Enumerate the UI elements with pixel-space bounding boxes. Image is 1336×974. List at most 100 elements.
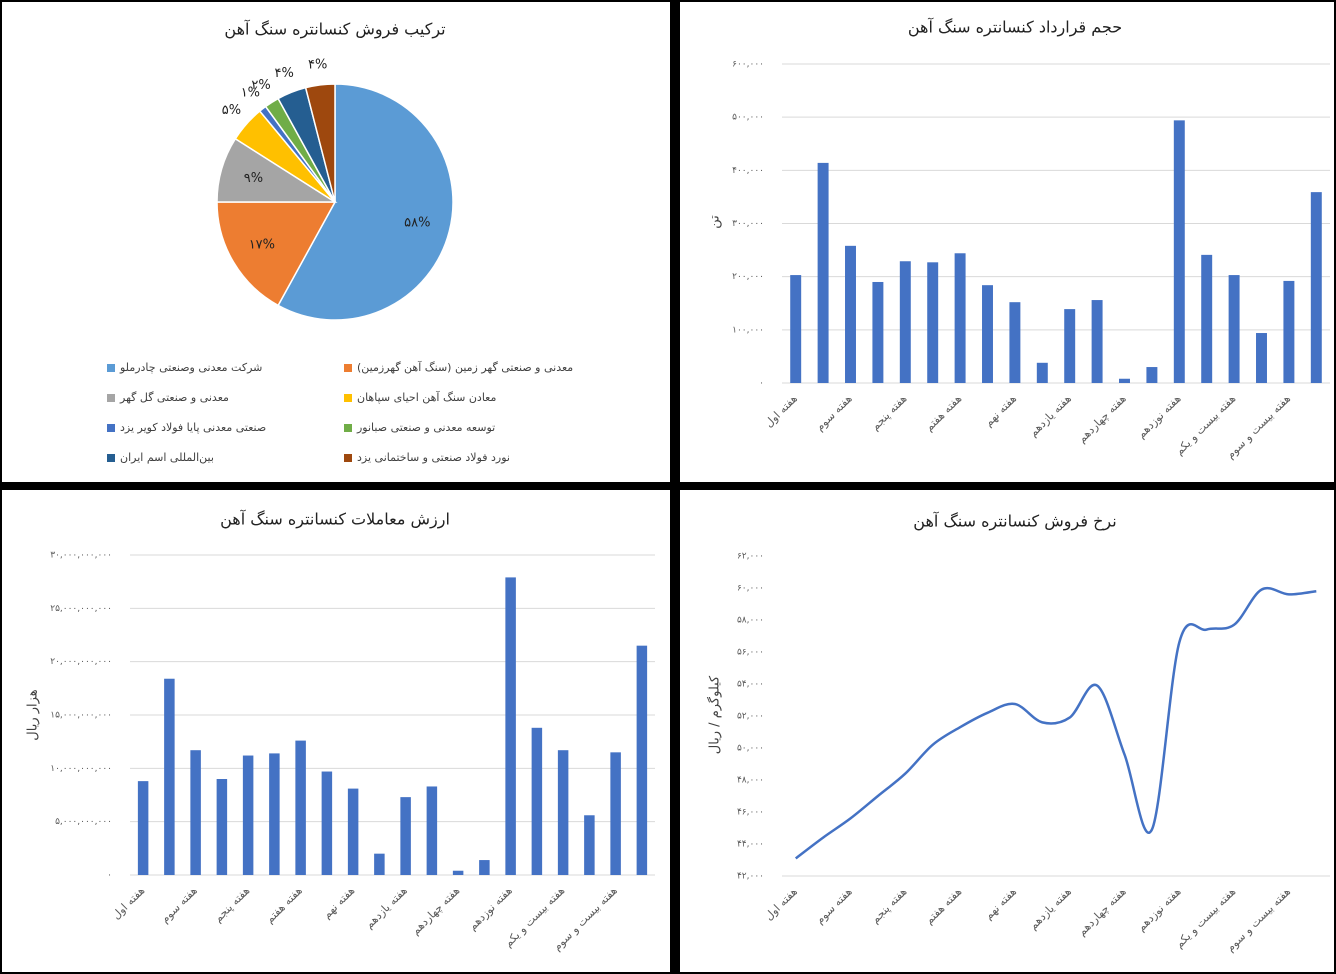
data-label: ۵% <box>222 103 241 118</box>
bar <box>1310 192 1322 383</box>
bar <box>610 752 621 875</box>
bar <box>190 750 201 875</box>
y-tick-label: ۳۰,۰۰۰,۰۰۰,۰۰۰ <box>50 551 112 561</box>
legend-swatch <box>107 424 115 432</box>
pie-slice <box>277 83 454 321</box>
bar <box>1256 333 1267 383</box>
y-tick-label: ۴۸,۰۰۰ <box>737 776 764 786</box>
y-tick-label: ۱۰,۰۰۰,۰۰۰,۰۰۰ <box>50 764 112 774</box>
panel <box>680 2 1334 482</box>
bar <box>872 281 884 383</box>
chart-title: نرخ فروش کنسانتره سنگ آهن <box>913 512 1116 532</box>
y-tick-label: ۵,۰۰۰,۰۰۰,۰۰۰ <box>55 817 112 827</box>
legend-swatch <box>107 364 115 372</box>
y-tick-label: ۰ <box>759 379 764 389</box>
y-tick-label: ۵۶,۰۰۰ <box>737 648 764 658</box>
y-tick-label: ۴۲,۰۰۰ <box>737 872 764 882</box>
bar <box>531 727 543 875</box>
bar <box>216 779 228 875</box>
legend-swatch <box>344 454 352 462</box>
pie-slice <box>216 201 337 307</box>
y-tick-label: ۶۲,۰۰۰ <box>737 552 764 562</box>
bar <box>295 740 306 875</box>
y-tick-label: ۵۰,۰۰۰ <box>737 744 764 754</box>
legend-swatch <box>344 364 352 372</box>
legend-swatch <box>344 424 352 432</box>
y-tick-label: ۶۰۰,۰۰۰ <box>732 60 764 70</box>
y-axis-label: هزار ریال <box>26 689 41 740</box>
y-tick-label: ۱۰۰,۰۰۰ <box>732 325 764 335</box>
data-label: ۵۸% <box>404 216 430 231</box>
legend-label: توسعه معدنی و صنعتی صبانور <box>356 421 495 434</box>
chart-title: حجم قرارداد کنسانتره سنگ آهن <box>908 18 1122 38</box>
legend-label: نورد فولاد صنعتی و ساختمانی یزد <box>357 451 510 464</box>
line <box>794 586 1317 860</box>
bar <box>321 771 333 875</box>
y-tick-label: ۵۸,۰۰۰ <box>737 616 764 626</box>
legend-swatch <box>107 454 115 462</box>
bar <box>557 750 569 875</box>
bar <box>269 753 280 875</box>
legend-label: بین‌المللی اسم ایران <box>120 451 214 464</box>
data-label: ۹% <box>244 171 263 186</box>
y-tick-label: ۴۴,۰۰۰ <box>737 840 764 850</box>
bar <box>1119 378 1130 383</box>
bar <box>347 788 359 875</box>
bar <box>242 755 254 875</box>
bar <box>1283 280 1295 383</box>
chart-title: ارزش معاملات کنسانتره سنگ آهن <box>220 510 450 530</box>
bar <box>584 815 595 875</box>
y-tick-label: ۲۵,۰۰۰,۰۰۰,۰۰۰ <box>50 604 112 614</box>
bar <box>954 253 966 383</box>
data-label: ۱۷% <box>249 238 275 253</box>
y-tick-label: ۵۲,۰۰۰ <box>737 712 764 722</box>
panel <box>680 490 1334 972</box>
bar <box>1173 120 1185 384</box>
bar <box>790 275 802 383</box>
bar <box>452 870 464 875</box>
y-tick-label: ۵۰۰,۰۰۰ <box>732 113 764 123</box>
data-label: ۱% <box>241 85 260 100</box>
data-label: ۴% <box>308 58 327 73</box>
bar <box>505 577 516 875</box>
panel <box>2 490 670 972</box>
y-tick-label: ۴۰۰,۰۰۰ <box>732 166 764 176</box>
bar <box>1009 302 1021 383</box>
legend-label: صنعتی معدنی پایا فولاد کویر یزد <box>120 421 266 434</box>
y-tick-label: ۱۵,۰۰۰,۰۰۰,۰۰۰ <box>50 711 112 721</box>
y-tick-label: ۲۰,۰۰۰,۰۰۰,۰۰۰ <box>50 657 112 667</box>
bar <box>479 860 490 875</box>
pie-slice <box>304 83 336 203</box>
chart-title: ترکیب فروش کنسانتره سنگ آهن <box>224 20 445 40</box>
bar <box>927 262 939 383</box>
bar <box>1064 309 1076 383</box>
y-tick-label: ۳۰۰,۰۰۰ <box>732 219 764 229</box>
legend-label: معادن سنگ آهن احیای سپاهان <box>357 390 496 404</box>
legend-label: شرکت معدنی وصنعتی چادرملو <box>119 361 262 374</box>
bar <box>1201 254 1213 383</box>
bar <box>1036 362 1048 383</box>
bar <box>426 786 438 875</box>
legend-swatch <box>107 394 115 402</box>
bar <box>636 645 648 875</box>
bar <box>374 853 385 875</box>
bar <box>1146 367 1158 383</box>
bar <box>899 261 911 383</box>
bar <box>1091 300 1103 383</box>
y-tick-label: ۰ <box>107 871 112 881</box>
y-axis-label: تن <box>708 215 723 229</box>
legend-swatch <box>344 394 352 402</box>
bar <box>982 285 993 383</box>
y-tick-label: ۴۶,۰۰۰ <box>737 808 764 818</box>
bar <box>400 797 411 875</box>
y-tick-label: ۶۰,۰۰۰ <box>737 584 764 594</box>
legend-label: معدنی و صنعتی گهر زمین (سنگ آهن گهرزمین) <box>357 360 573 374</box>
bar <box>164 678 175 875</box>
legend-label: معدنی و صنعتی گل گهر <box>119 391 229 404</box>
y-tick-label: ۵۴,۰۰۰ <box>737 680 764 690</box>
y-tick-label: ۲۰۰,۰۰۰ <box>732 272 764 282</box>
bar <box>817 162 829 383</box>
data-label: ۲% <box>251 78 270 93</box>
